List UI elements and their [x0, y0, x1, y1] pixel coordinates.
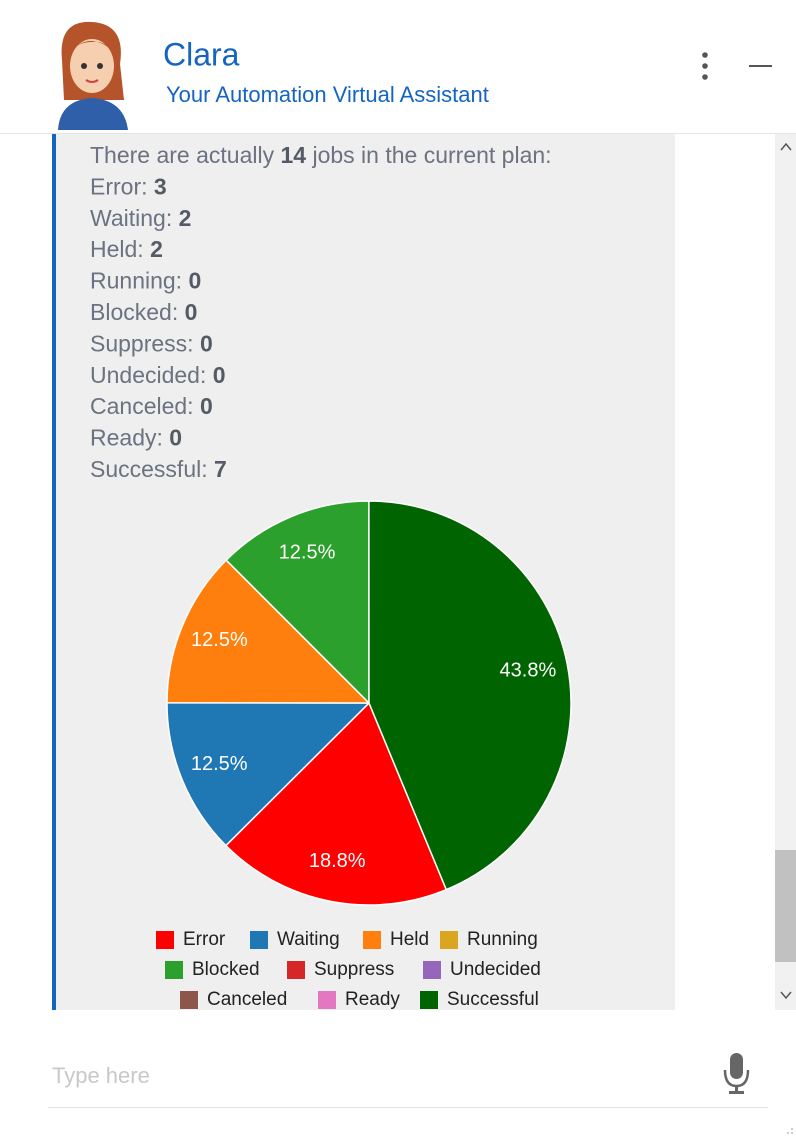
status-count: 2 — [179, 205, 192, 231]
legend-label: Successful — [447, 989, 539, 1010]
slice-label: 18.8% — [309, 850, 366, 872]
status-count: 0 — [200, 330, 213, 356]
status-line: Waiting: 2 — [90, 205, 191, 231]
status-label: Successful: — [90, 456, 208, 482]
legend-swatch — [318, 991, 336, 1009]
legend-swatch — [165, 961, 183, 979]
status-count: 0 — [213, 362, 226, 388]
legend-swatch — [420, 991, 438, 1009]
status-line: Suppress: 0 — [90, 330, 213, 356]
status-label: Running: — [90, 268, 182, 294]
screen: Clara Your Automation Virtual Assistant … — [0, 0, 796, 1139]
slice-label: 12.5% — [191, 629, 248, 651]
status-label: Suppress: — [90, 330, 194, 356]
status-count: 0 — [169, 425, 182, 451]
legend-label: Held — [390, 929, 429, 950]
legend-label: Ready — [345, 989, 400, 1010]
input-placeholder[interactable]: Type here — [52, 1063, 150, 1088]
status-count: 2 — [150, 236, 163, 262]
scrollbar-thumb[interactable] — [775, 850, 796, 962]
resize-handle — [787, 1128, 793, 1134]
status-label: Error: — [90, 173, 148, 199]
slice-label: 12.5% — [279, 542, 336, 564]
status-line: Canceled: 0 — [90, 393, 213, 419]
status-count: 0 — [200, 393, 213, 419]
intro-before: There are actually — [90, 142, 275, 168]
legend-swatch — [180, 991, 198, 1009]
status-count: 3 — [154, 173, 167, 199]
status-line: Ready: 0 — [90, 425, 182, 451]
status-label: Undecided: — [90, 362, 206, 388]
legend-swatch — [156, 931, 174, 949]
status-line: Successful: 7 — [90, 456, 227, 482]
intro-after: jobs in the current plan: — [311, 142, 551, 168]
status-line: Running: 0 — [90, 268, 201, 294]
assistant-name: Clara — [163, 36, 240, 72]
status-label: Held: — [90, 236, 144, 262]
status-label: Canceled: — [90, 393, 194, 419]
legend-label: Canceled — [207, 989, 287, 1010]
intro-count: 14 — [280, 142, 306, 168]
status-label: Blocked: — [90, 299, 178, 325]
menu-button[interactable] — [702, 52, 708, 80]
legend-label: Suppress — [314, 959, 394, 980]
message-bubble: There are actually 14 jobs in the curren… — [52, 120, 675, 1020]
legend-swatch — [287, 961, 305, 979]
mic-button[interactable] — [725, 1053, 748, 1094]
legend-label: Error — [183, 929, 226, 950]
legend-swatch — [250, 931, 268, 949]
intro: There are actually 14 jobs in the curren… — [90, 142, 552, 168]
legend-label: Undecided — [450, 959, 541, 980]
status-count: 0 — [185, 299, 198, 325]
status-label: Waiting: — [90, 205, 172, 231]
legend-swatch — [440, 931, 458, 949]
legend-label: Running — [467, 929, 538, 950]
legend-swatch — [423, 961, 441, 979]
legend-swatch — [363, 931, 381, 949]
status-line: Undecided: 0 — [90, 362, 226, 388]
status-label: Ready: — [90, 425, 163, 451]
legend-label: Waiting — [277, 929, 340, 950]
status-line: Error: 3 — [90, 173, 167, 199]
status-count: 7 — [214, 456, 227, 482]
legend-label: Blocked — [192, 959, 260, 980]
assistant-subtitle: Your Automation Virtual Assistant — [166, 82, 489, 107]
page: Clara Your Automation Virtual Assistant … — [0, 0, 796, 1139]
avatar — [58, 22, 128, 130]
slice-label: 12.5% — [191, 753, 248, 775]
bubble-border — [52, 120, 56, 1020]
status-line: Blocked: 0 — [90, 299, 197, 325]
slice-label: 43.8% — [500, 660, 557, 682]
status-line: Held: 2 — [90, 236, 163, 262]
status-count: 0 — [188, 268, 201, 294]
